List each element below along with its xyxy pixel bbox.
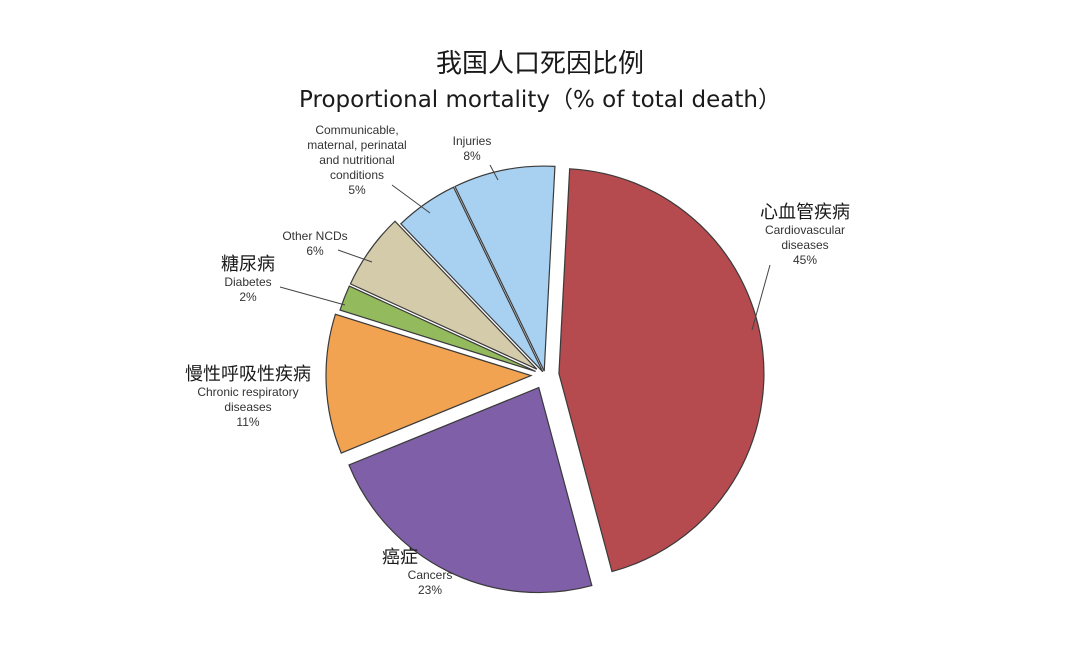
value-label-other_ncd: 6% xyxy=(306,244,324,258)
label-en-cardio-0: Cardiovascular xyxy=(765,223,845,237)
label-en-respiratory-0: Chronic respiratory xyxy=(197,385,298,399)
leader-line-injuries xyxy=(489,164,499,181)
pie-slice-diabetes xyxy=(339,285,536,372)
value-label-cardio: 45% xyxy=(793,253,817,267)
label-en-cardio-1: diseases xyxy=(781,238,828,252)
leader-line-diabetes xyxy=(279,286,346,306)
leader-line-other_ncd xyxy=(337,249,373,263)
label-cn-respiratory: 慢性呼吸性疾病 xyxy=(185,364,311,385)
label-en-injuries-0: Injuries xyxy=(453,134,492,148)
leader-line-communicable xyxy=(391,184,431,214)
chart-title: 我国人口死因比例 xyxy=(436,49,644,79)
value-label-communicable: 5% xyxy=(348,183,366,197)
leader-lines xyxy=(279,164,771,331)
label-en-communicable-1: maternal, perinatal xyxy=(307,138,406,152)
label-en-respiratory-1: diseases xyxy=(224,400,271,414)
pie-slices xyxy=(325,165,765,594)
pie-slice-injuries xyxy=(454,165,556,372)
pie-slice-cancer xyxy=(348,386,593,594)
label-cn-cardio: 心血管疾病 xyxy=(760,202,850,223)
chart-subtitle: Proportional mortality（% of total death） xyxy=(299,87,781,113)
label-en-cancer-0: Cancers xyxy=(408,568,453,582)
value-label-diabetes: 2% xyxy=(239,290,257,304)
slice-labels: 心血管疾病Cardiovasculardiseases45%癌症Cancers2… xyxy=(185,123,850,597)
label-en-diabetes-0: Diabetes xyxy=(224,275,271,289)
label-en-communicable-2: and nutritional xyxy=(319,153,394,167)
pie-slice-respiratory xyxy=(325,313,533,454)
pie-slice-other_ncd xyxy=(349,220,538,370)
label-cn-cancer: 癌症 xyxy=(382,547,418,568)
value-label-cancer: 23% xyxy=(418,583,442,597)
value-label-respiratory: 11% xyxy=(236,415,259,429)
pie-slice-communicable xyxy=(399,186,544,373)
label-en-communicable-0: Communicable, xyxy=(315,123,398,137)
pie-slice-cardio xyxy=(558,168,765,573)
label-cn-diabetes: 糖尿病 xyxy=(221,254,275,275)
leader-line-cardio xyxy=(751,264,771,331)
value-label-injuries: 8% xyxy=(463,149,481,163)
label-en-communicable-3: conditions xyxy=(330,168,384,182)
label-en-other_ncd-0: Other NCDs xyxy=(282,229,347,243)
